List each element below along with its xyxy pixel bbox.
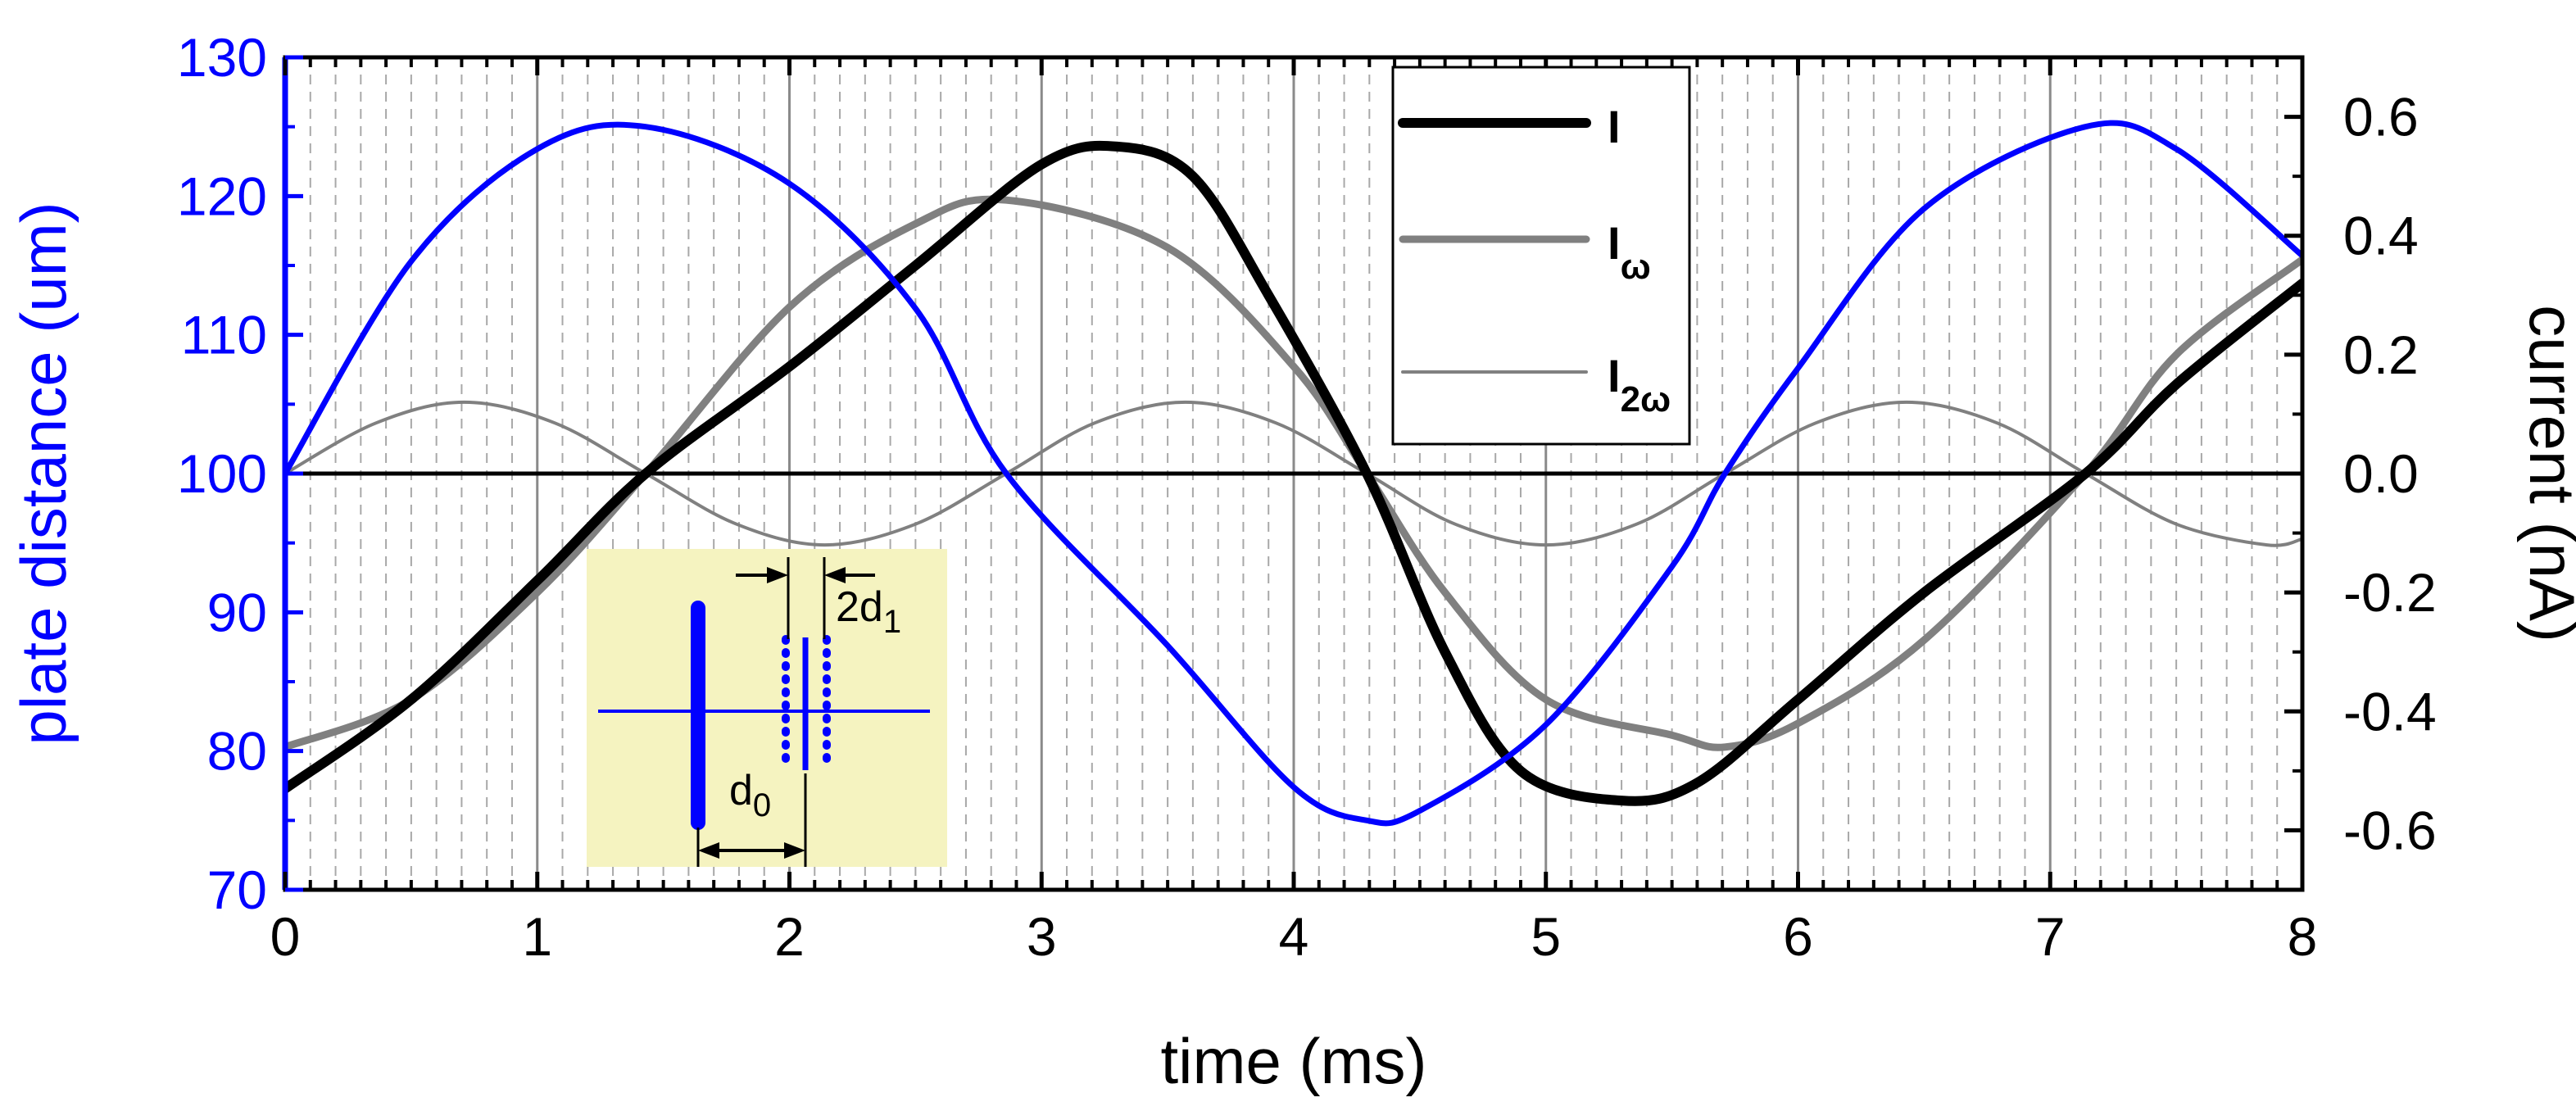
legend-label-main: I: [1608, 350, 1621, 401]
y-right-tick-label: 0.0: [2343, 443, 2419, 504]
legend-label: I: [1608, 101, 1621, 152]
inset-arrowhead: [767, 567, 788, 583]
y-right-tick-label: 0.6: [2343, 87, 2419, 147]
y-left-tick-label: 70: [207, 859, 267, 920]
y-axis-left-title: plate distance (um): [7, 202, 79, 745]
y-left-tick-label: 130: [177, 27, 267, 88]
x-tick-label: 8: [2288, 906, 2318, 967]
y-left-tick-label: 80: [207, 721, 267, 782]
y-axis-right-title: current (nA): [2516, 305, 2576, 642]
y-left-tick-label: 120: [177, 166, 267, 226]
legend-label-sub: 2ω: [1621, 379, 1671, 419]
inset-d0-label: d0: [729, 767, 771, 823]
series-I: [285, 140, 2302, 806]
x-tick-label: 4: [1279, 906, 1309, 967]
axis-ticks: 0 1 2 3 4 5 6 7 8 70 80 90 100 110 120 130 -0.6 -0.4 -0.2 0…: [177, 27, 2437, 967]
y-right-tick-label: 0.2: [2343, 324, 2419, 385]
legend-label-sub: ω: [1621, 247, 1651, 287]
y-right-tick-label: -0.6: [2343, 800, 2437, 860]
y-right-tick-label: 0.4: [2343, 206, 2419, 266]
legend-label: I2ω: [1608, 350, 1671, 419]
y-left-tick-label: 90: [207, 582, 267, 642]
x-tick-label: 7: [2035, 906, 2066, 967]
y-left-tick-label: 100: [177, 443, 267, 504]
y-left-tick-label: 110: [181, 305, 267, 365]
inset-background: [587, 549, 947, 867]
x-tick-label: 6: [1783, 906, 1813, 967]
inset-d0-label-sub: 0: [753, 787, 771, 823]
y-right-tick-label: -0.2: [2343, 562, 2437, 623]
inset-d0-label-main: d: [729, 767, 753, 814]
inset-2d1-label-sub: 1: [883, 604, 901, 640]
x-tick-label: 0: [270, 906, 301, 967]
legend-label: Iω: [1608, 217, 1651, 287]
x-tick-label: 1: [522, 906, 552, 967]
series-layer: [285, 120, 2302, 827]
inset-diagram: d0 2d1: [587, 549, 947, 867]
legend-label-main: I: [1608, 217, 1621, 269]
series-I-2omega: [285, 400, 2302, 547]
series-plate-distance: [285, 120, 2302, 827]
inset-arrowhead: [698, 842, 719, 859]
inset-2d1-label-main: 2d: [836, 583, 883, 631]
legend-box: [1391, 66, 1691, 446]
inset-2d1-label: 2d1: [836, 583, 901, 640]
legend-label-main: I: [1608, 101, 1621, 152]
x-tick-label: 5: [1531, 906, 1561, 967]
x-axis-title: time (ms): [1161, 1025, 1427, 1097]
x-tick-label: 2: [774, 906, 805, 967]
inset-arrowhead: [824, 567, 846, 583]
y-right-tick-label: -0.4: [2343, 681, 2437, 741]
inset-arrowhead: [784, 842, 805, 859]
x-tick-label: 3: [1027, 906, 1057, 967]
